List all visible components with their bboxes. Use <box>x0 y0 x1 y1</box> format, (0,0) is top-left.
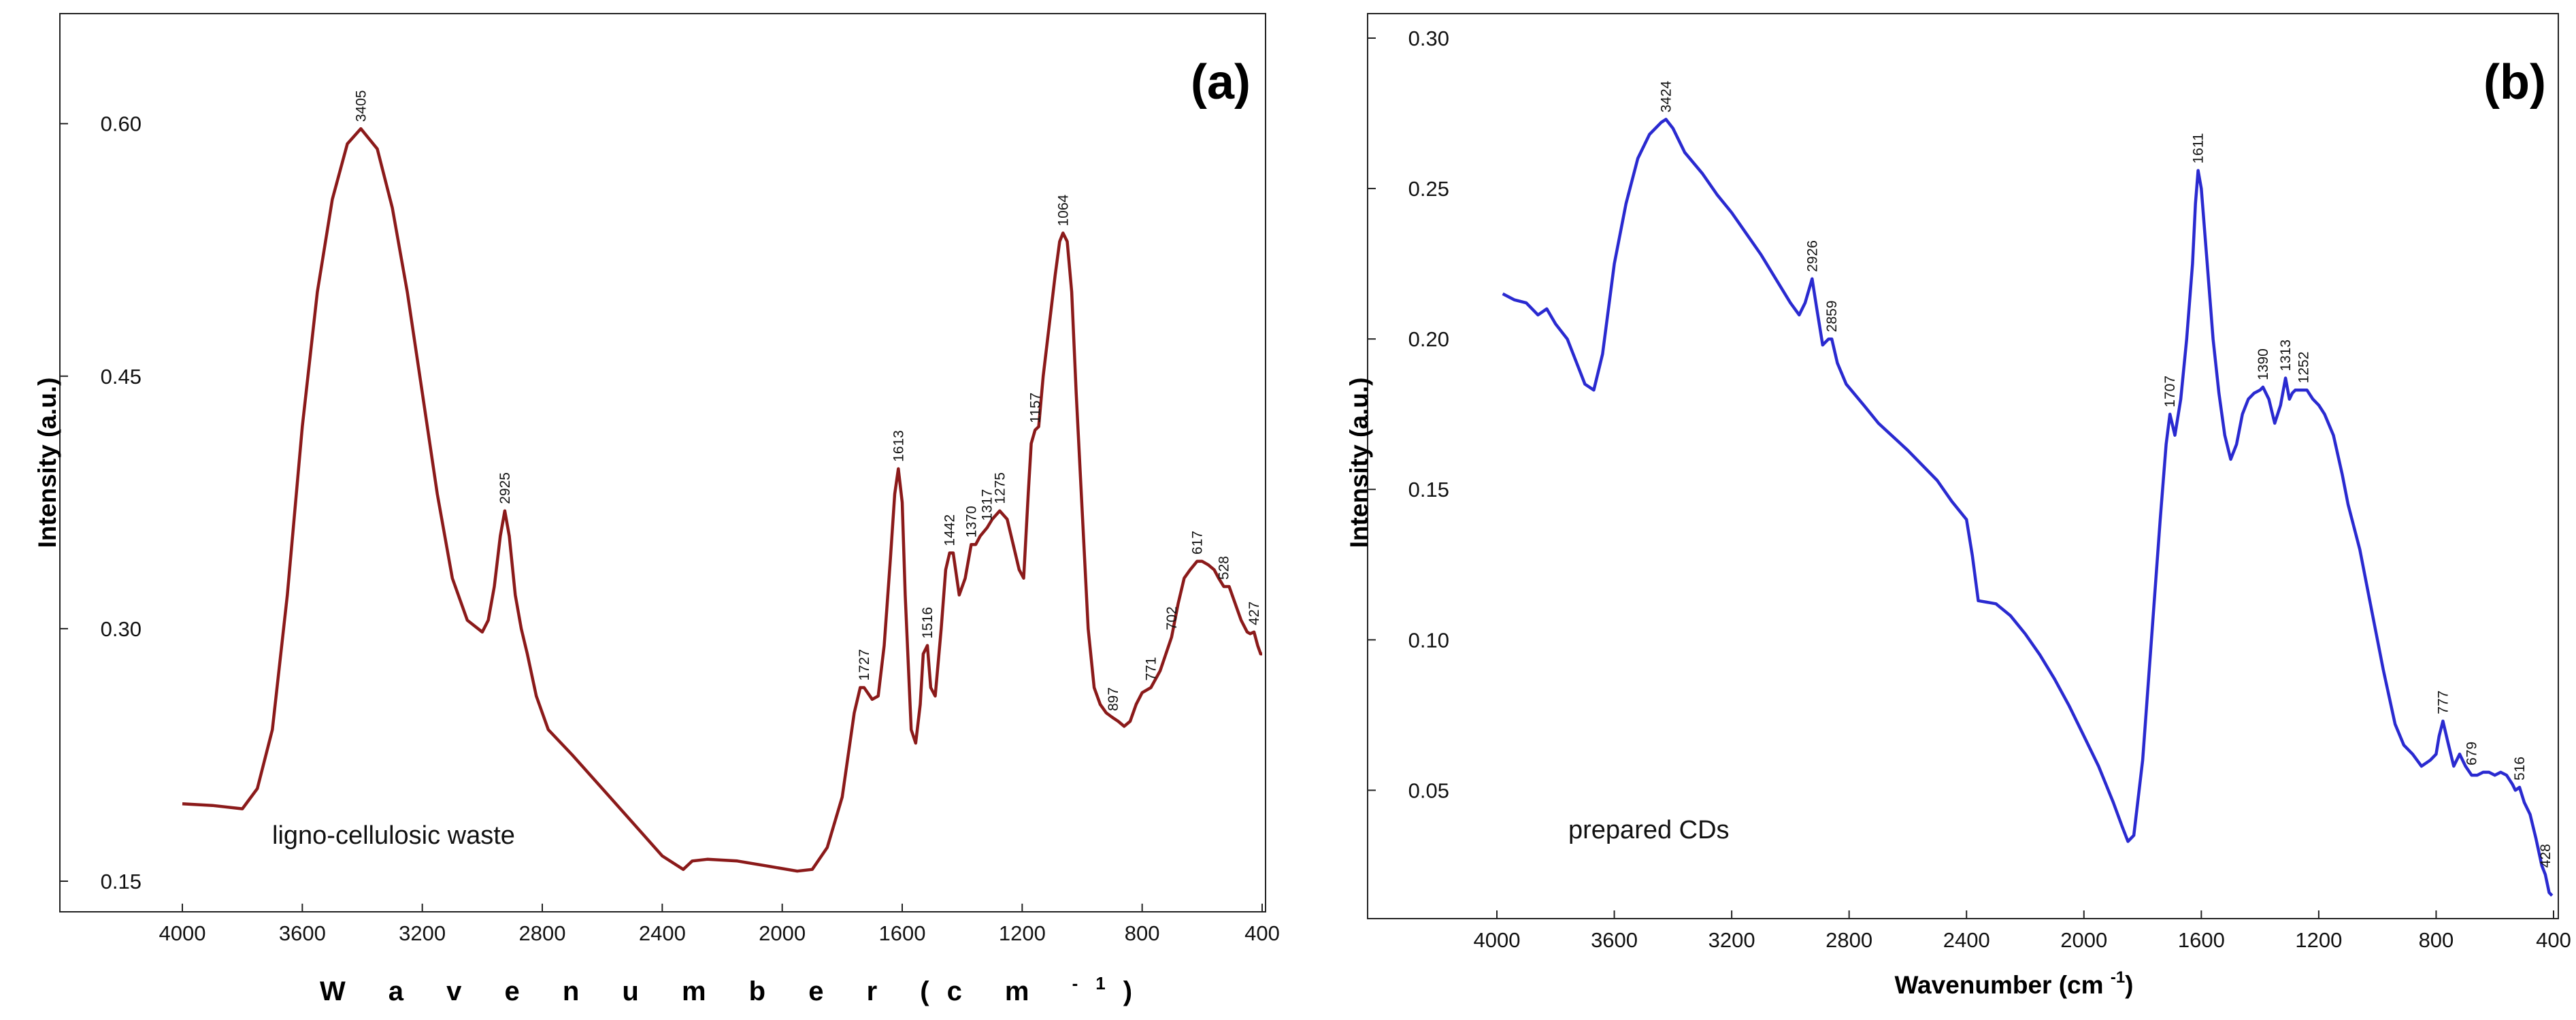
peak-label: 2926 <box>1804 240 1820 272</box>
peak-label: 1516 <box>920 607 936 639</box>
peak-label: 1064 <box>1055 194 1071 226</box>
x-tick-label: 1600 <box>2178 928 2225 952</box>
y-tick-label: 0.10 <box>1408 628 1449 652</box>
y-tick-label: 0.45 <box>101 365 142 389</box>
x-tick-label: 1200 <box>999 921 1046 945</box>
sample-annotation: prepared CDs <box>1568 816 1730 844</box>
peak-label: 897 <box>1106 687 1121 711</box>
peak-label: 1707 <box>2162 376 2178 408</box>
x-axis-label-superscript: -1 <box>1072 973 1123 993</box>
y-tick-label: 0.15 <box>1408 478 1449 501</box>
peak-label: 1157 <box>1027 393 1043 423</box>
peak-label: 1317 <box>980 489 995 521</box>
x-tick-label: 2400 <box>1943 928 1990 952</box>
peak-label: 427 <box>1246 602 1262 625</box>
y-tick-label: 0.20 <box>1408 327 1449 351</box>
x-tick-label: 2000 <box>2060 928 2107 952</box>
x-tick-label: 1600 <box>879 921 926 945</box>
peak-label: 1613 <box>891 430 906 462</box>
y-tick-label: 0.60 <box>101 112 142 136</box>
x-tick-label: 3600 <box>1591 928 1638 952</box>
peak-label: 1727 <box>857 649 872 681</box>
x-axis-label: W a v e n u m b e r (c m -1) <box>320 973 1150 1006</box>
peak-label: 2925 <box>497 472 513 504</box>
peak-label: 617 <box>1189 531 1205 555</box>
panel-label: (a) <box>1191 55 1251 110</box>
peak-label: 3405 <box>353 90 369 122</box>
x-tick-label: 3200 <box>1708 928 1755 952</box>
panel-label: (b) <box>2483 55 2546 110</box>
x-axis-label-close: ) <box>1123 976 1150 1006</box>
panel-a-ligno-cellulosic-spectrum: 4000 3600 3200 2800 2400 2000 1600 1200 800 400 0.… <box>33 13 1280 1006</box>
peak-label: 1313 <box>2278 340 2294 372</box>
peak-label: 428 <box>2538 844 2554 868</box>
x-tick-label: 800 <box>2419 928 2454 952</box>
x-tick-label: 3600 <box>279 921 326 945</box>
sample-annotation: ligno-cellulosic waste <box>272 821 515 850</box>
spectrum-line <box>182 127 1263 873</box>
x-tick-label: 2400 <box>639 921 686 945</box>
peak-label: 1611 <box>2191 133 2207 163</box>
x-axis-label-text: W a v e n u m b e r (c m <box>320 976 1072 1006</box>
peak-label: 1275 <box>992 472 1008 504</box>
x-axis-label-text: Wavenumber (cm <box>1895 971 2111 999</box>
peak-label: 528 <box>1217 556 1232 580</box>
peak-label: 1390 <box>2256 348 2271 380</box>
y-tick-label: 0.15 <box>101 870 142 893</box>
x-axis-label-superscript: -1 <box>2111 968 2125 987</box>
peak-label: 702 <box>1164 606 1180 630</box>
peak-label: 3424 <box>1658 80 1674 112</box>
x-tick-label: 2800 <box>519 921 566 945</box>
peak-label: 777 <box>2435 691 2451 714</box>
peak-label: 1252 <box>2296 352 2311 384</box>
x-tick-label: 2000 <box>759 921 806 945</box>
panel-b-prepared-cds-spectrum: 4000 3600 3200 2800 2400 2000 1600 1200 800 400 0.… <box>1345 13 2571 999</box>
x-tick-label: 800 <box>1125 921 1160 945</box>
x-tick-label: 3200 <box>399 921 446 945</box>
plot-frame <box>1367 13 2559 919</box>
peak-label: 679 <box>2464 742 2480 766</box>
peak-label: 771 <box>1143 657 1159 680</box>
y-axis-label: Intensity (a.u.) <box>33 378 61 548</box>
x-tick-label: 4000 <box>159 921 206 945</box>
peak-label: 1370 <box>963 506 979 538</box>
peak-label: 1442 <box>942 514 958 546</box>
spectrum-line <box>1502 118 2554 897</box>
peak-label: 2859 <box>1824 300 1840 332</box>
x-tick-label: 2800 <box>1826 928 1872 952</box>
x-tick-label: 4000 <box>1474 928 1521 952</box>
x-tick-label: 400 <box>2536 928 2571 952</box>
x-axis-label-close: ) <box>2125 971 2133 999</box>
y-axis-label: Intensity (a.u.) <box>1345 378 1373 548</box>
y-tick-label: 0.30 <box>101 617 142 641</box>
x-tick-label: 1200 <box>2295 928 2342 952</box>
y-tick-label: 0.30 <box>1408 27 1449 50</box>
peak-label: 516 <box>2512 757 2528 780</box>
y-tick-label: 0.05 <box>1408 778 1449 802</box>
plot-frame <box>59 13 1266 912</box>
x-axis-label: Wavenumber (cm -1) <box>1895 968 2134 999</box>
x-tick-label: 400 <box>1244 921 1280 945</box>
y-tick-label: 0.25 <box>1408 177 1449 201</box>
